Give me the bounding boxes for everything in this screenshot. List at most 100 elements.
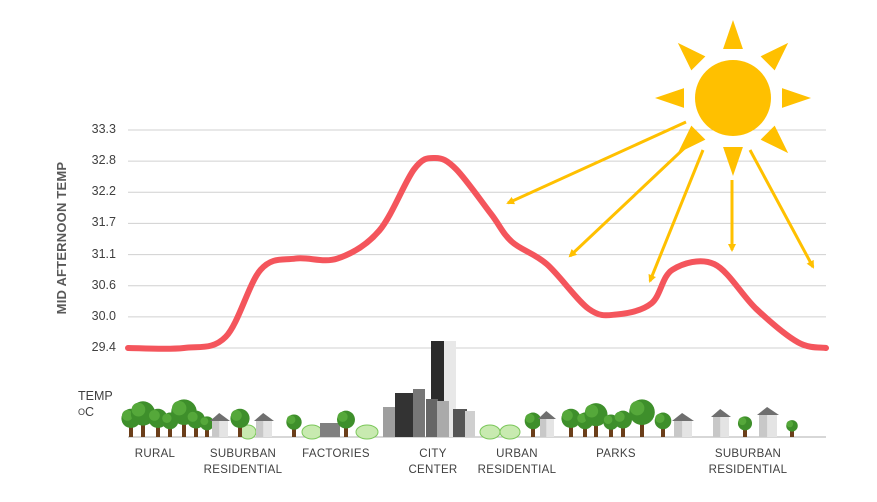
tree-crown-highlight — [562, 410, 573, 421]
sun-ray — [723, 20, 743, 49]
bush-shape — [355, 424, 379, 440]
tree-icon — [786, 420, 798, 437]
bush-icon — [479, 424, 501, 440]
gridlines — [128, 129, 826, 438]
y-tick-label: 33.3 — [91, 122, 116, 136]
tree-icon — [576, 412, 594, 437]
y-tick-label: 32.8 — [91, 153, 116, 168]
tree-crown-highlight — [577, 413, 587, 423]
bush-icon — [355, 424, 379, 440]
house-roof — [210, 413, 230, 421]
bush-icon — [499, 424, 521, 440]
temperature-series — [125, 154, 829, 352]
x-category-line: URBAN — [496, 448, 538, 460]
building-icon — [413, 389, 425, 437]
tree-crown-highlight — [231, 410, 242, 421]
y-tick-label: 32.2 — [91, 184, 116, 199]
tree-trunk — [129, 423, 133, 437]
tree-crown-highlight — [614, 411, 625, 422]
temperature-line — [125, 154, 829, 352]
tree-icon — [561, 408, 581, 437]
sun-arrow — [748, 149, 815, 269]
house-roof — [672, 413, 694, 421]
house-side — [540, 419, 547, 437]
tree-trunk — [238, 423, 242, 437]
x-category-line: RURAL — [134, 448, 176, 460]
tree-trunk — [156, 423, 160, 437]
tree-crown-highlight — [337, 411, 348, 422]
sun-ray — [782, 88, 811, 108]
bush-icon — [301, 424, 323, 440]
tree-crown-highlight — [162, 413, 172, 423]
house-roof — [538, 411, 556, 419]
house-icon — [672, 413, 694, 437]
tree-crown-highlight — [786, 420, 794, 428]
x-category-label: CITY CENTER — [378, 446, 488, 478]
x-category-label: URBAN RESIDENTIAL — [462, 446, 572, 478]
tree-crown-highlight — [655, 413, 665, 423]
tree-crown-highlight — [585, 404, 599, 418]
sun-ray — [723, 147, 743, 176]
tree-icon — [524, 412, 542, 437]
tree-trunk — [168, 425, 172, 437]
tree-crown-highlight — [187, 411, 198, 422]
tree-crown-highlight — [630, 401, 645, 416]
tree-trunk — [621, 424, 625, 437]
y-tick-label: 31.7 — [91, 215, 116, 230]
x-category-line: PARKS — [596, 448, 636, 460]
x-category-label: PARKS — [561, 446, 671, 462]
tree-icon — [199, 416, 215, 437]
x-category-line: FACTORIES — [302, 448, 370, 460]
x-category-line: CITY — [419, 448, 447, 460]
tree-icon — [614, 410, 632, 437]
x-category-line: CENTER — [408, 464, 458, 476]
tree-trunk — [569, 423, 573, 437]
x-category-label: SUBURBAN RESIDENTIAL — [693, 446, 803, 478]
building-icon — [383, 407, 397, 437]
house-icon — [757, 407, 779, 437]
tree-trunk — [594, 420, 598, 437]
tree-trunk — [661, 425, 665, 437]
building-icon — [453, 409, 467, 437]
sun-arrow — [568, 138, 695, 258]
house-side — [212, 421, 220, 437]
temp-legend-label: TEMP — [78, 389, 113, 403]
temp-legend-unit: OC — [78, 405, 95, 419]
sun-arrow — [648, 149, 705, 283]
sun-ray — [655, 88, 684, 108]
tree-trunk — [583, 425, 587, 437]
sun-ray — [760, 125, 789, 154]
tree-trunk — [790, 428, 794, 437]
building-icon — [426, 399, 438, 437]
y-tick-label: 30.6 — [91, 277, 116, 292]
x-category-line: SUBURBAN — [714, 448, 782, 460]
building-icon — [465, 411, 475, 437]
tree-icon — [286, 414, 302, 437]
building-icon — [437, 401, 449, 437]
house-side — [256, 421, 264, 437]
tree-icon — [629, 399, 655, 437]
house-icon — [711, 409, 731, 437]
y-tick-label: 30.0 — [91, 308, 116, 323]
tree-trunk — [194, 424, 198, 437]
sun-arrow — [506, 120, 687, 205]
tree-trunk — [141, 419, 145, 437]
tree-crown-highlight — [149, 410, 160, 421]
house-icon — [254, 413, 274, 437]
y-tick-label: 31.1 — [91, 246, 116, 261]
tree-crown-highlight — [200, 417, 209, 426]
sun-disc — [695, 60, 771, 136]
sun-ray — [760, 42, 789, 71]
sun-arrows — [506, 120, 815, 283]
tree-crown-highlight — [131, 402, 146, 417]
x-category-line: SUBURBAN — [209, 448, 277, 460]
house-icon — [538, 411, 556, 437]
house-icon — [210, 413, 230, 437]
house-roof — [254, 413, 274, 421]
landscape-scene — [121, 341, 798, 440]
tree-trunk — [609, 426, 613, 437]
temp-legend: TEMP OC — [78, 388, 113, 420]
x-category-label: FACTORIES — [281, 446, 391, 462]
